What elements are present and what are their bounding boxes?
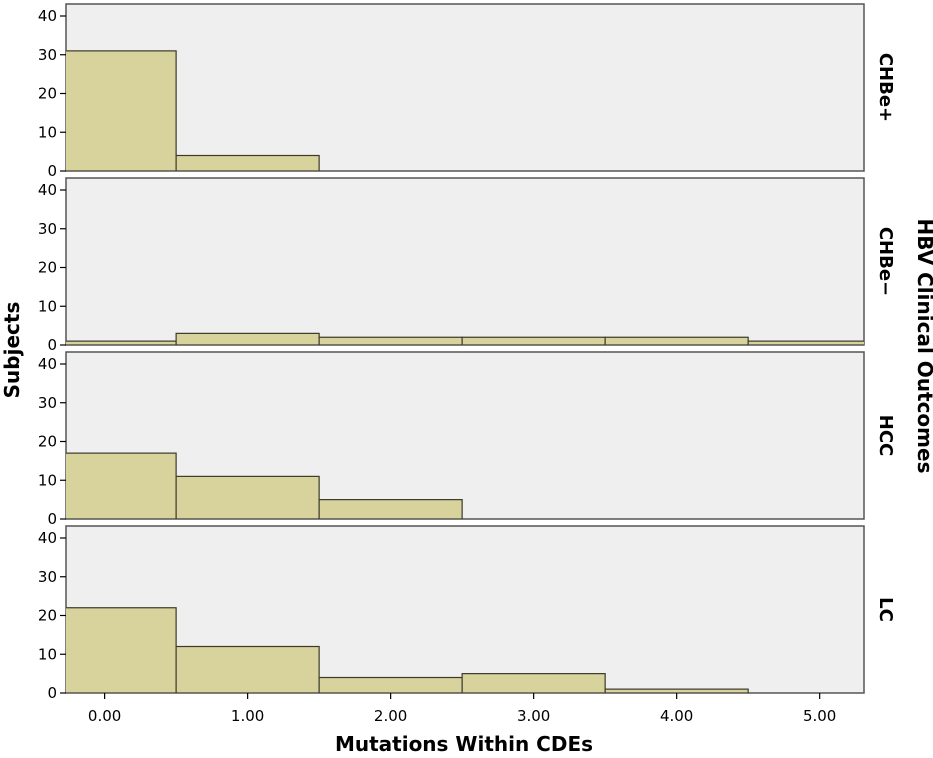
x-axis: 0.00 1.00 2.00 3.00 4.00 5.00 [88,693,836,725]
bars [66,607,749,693]
x-tick-label: 3.00 [517,707,550,725]
panel-chbe-: 0 10 20 30 40 CHBe− [38,177,896,354]
y-tick-label: 20 [38,259,57,277]
y-tick-label: 10 [38,471,57,489]
panel-hcc: 0 10 20 30 40 HCC [38,351,896,528]
x-axis-title: Mutations Within CDEs [335,732,593,756]
y-tick-label: 20 [38,85,57,103]
y-tick-label: 0 [47,162,57,180]
y-tick-label: 30 [38,568,57,586]
y-tick-label: 0 [47,684,57,702]
panel-label: HCC [875,415,896,456]
y-tick-label: 10 [38,645,57,663]
panel-label: CHBe+ [875,53,896,122]
panel-background [65,3,865,172]
x-tick-label: 0.00 [88,707,121,725]
y-tick-label: 0 [47,510,57,528]
bar [604,336,749,345]
y-tick-label: 40 [38,529,57,547]
bars [66,452,463,519]
panel-label: CHBe− [875,227,896,296]
y-tick-label: 0 [47,336,57,354]
bar [604,688,749,693]
x-tick-label: 5.00 [803,707,836,725]
panel-background [65,177,865,346]
bar [66,50,177,171]
x-tick-label: 1.00 [231,707,264,725]
bar [66,452,177,519]
y-tick-label: 20 [38,433,57,451]
y-tick-label: 30 [38,394,57,412]
panel-background [65,525,865,694]
bar [66,607,177,693]
x-tick-label: 4.00 [660,707,693,725]
bar [747,340,864,345]
bar [461,336,606,345]
panel-chbe-: 0 10 20 30 40 CHBe+ [38,3,896,180]
x-tick-label: 2.00 [374,707,407,725]
y-tick-label: 10 [38,297,57,315]
bars [66,50,320,171]
y-tick-label: 40 [38,355,57,373]
facet-title: HBV Clinical Outcomes [913,219,933,474]
y-axis-title: Subjects [0,302,24,399]
y-tick-label: 40 [38,181,57,199]
bars [66,332,864,345]
panel-label: LC [875,597,896,622]
bar [461,673,606,693]
panel-lc: 0 10 20 30 40 LC [38,525,896,702]
bar [318,499,463,519]
panels-group: 0 10 20 30 40 CHBe+ 0 10 20 30 40 CHBe− 0 10 20 30 40 HCC… [38,3,896,702]
bar [175,332,320,345]
y-tick-label: 40 [38,7,57,25]
y-tick-label: 30 [38,220,57,238]
bar [318,676,463,693]
y-tick-label: 10 [38,123,57,141]
y-tick-label: 30 [38,46,57,64]
bar [175,154,320,171]
bar [318,336,463,345]
bar [175,645,320,693]
bar [175,475,320,519]
y-tick-label: 20 [38,607,57,625]
